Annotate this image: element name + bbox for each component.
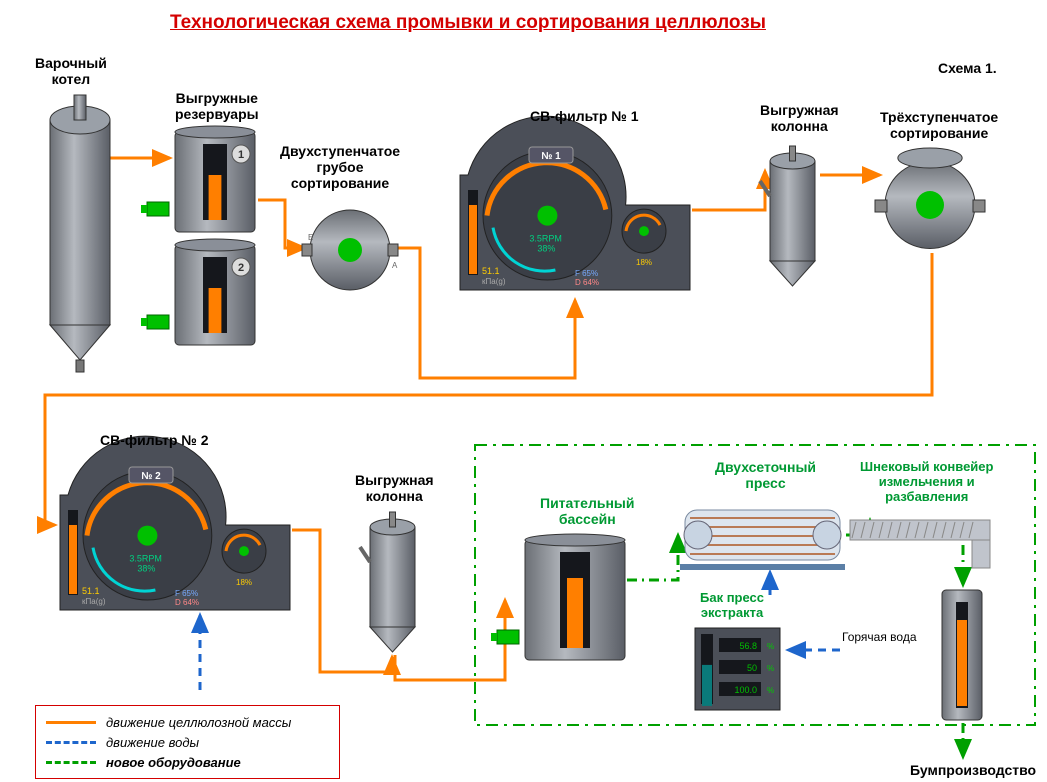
label-extract: Бак прессэкстракта <box>700 591 764 621</box>
svg-text:кПа(g): кПа(g) <box>482 277 506 286</box>
label-boiler: Варочныйкотел <box>35 55 107 87</box>
boiler <box>50 95 110 372</box>
label-hotwater: Горячая вода <box>842 631 917 645</box>
svg-text:38%: 38% <box>137 564 155 574</box>
discharge-tank-2: 2 <box>141 239 255 345</box>
label-cb1: CB-фильтр № 1 <box>530 108 639 124</box>
extract-tank: 56.8% 50% 100.0% <box>695 628 780 710</box>
cb-filter-1: № 1 3.5RPM38% 51.1кПа(g) F 65%D 64% 18% <box>460 116 690 290</box>
coarse-sorter: EA <box>302 210 398 290</box>
svg-text:1: 1 <box>238 149 244 161</box>
output-vessel <box>942 590 982 720</box>
label-output: Бумпроизводство <box>910 762 1036 778</box>
legend-box: движение целлюлозной массыдвижение водын… <box>35 705 340 779</box>
scheme-number: Схема 1. <box>938 60 997 76</box>
svg-text:%: % <box>767 642 774 651</box>
label-three: Трёхступенчатоесортирование <box>880 109 998 141</box>
label-coarse: Двухступенчатоегрубоесортирование <box>280 143 400 191</box>
svg-text:51.1: 51.1 <box>482 266 500 276</box>
svg-text:38%: 38% <box>537 244 555 254</box>
discharge-column-2 <box>360 512 415 652</box>
label-screw: Шнековый конвейеризмельчения иразбавлени… <box>860 460 993 505</box>
svg-text:кПа(g): кПа(g) <box>82 597 106 606</box>
svg-text:F 65%: F 65% <box>175 589 198 598</box>
screw-conveyor <box>850 520 990 568</box>
svg-text:18%: 18% <box>636 258 652 267</box>
label-col1: Выгружнаяколонна <box>760 102 839 134</box>
svg-text:№ 1: № 1 <box>541 151 561 162</box>
svg-text:%: % <box>767 664 774 673</box>
svg-text:D 64%: D 64% <box>175 598 199 607</box>
svg-text:2: 2 <box>238 262 244 274</box>
svg-text:F 65%: F 65% <box>575 269 598 278</box>
cb-filter-2: № 2 3.5RPM38% 51.1кПа(g) F 65%D 64% 18% <box>60 436 290 610</box>
svg-text:51.1: 51.1 <box>82 586 100 596</box>
equipment-group: 12EA№ 13.5RPM38%51.1кПа(g)F 65%D 64%18%№… <box>50 95 990 720</box>
flow-new <box>627 535 678 580</box>
legend-item-water: движение воды <box>46 732 329 752</box>
label-col2: Выгружнаяколонна <box>355 472 434 504</box>
discharge-tank-1: 1 <box>141 126 255 232</box>
svg-text:3.5RPM: 3.5RPM <box>129 554 162 564</box>
three-stage-sorter <box>875 148 985 248</box>
svg-text:3.5RPM: 3.5RPM <box>529 234 562 244</box>
label-feed: Питательныйбассейн <box>540 495 634 527</box>
flow-pulp <box>692 171 765 210</box>
legend-item-pulp: движение целлюлозной массы <box>46 712 329 732</box>
svg-text:56.8: 56.8 <box>739 641 757 651</box>
label-press: Двухсеточныйпресс <box>715 459 816 491</box>
svg-text:№ 2: № 2 <box>141 471 161 482</box>
label-tanks: Выгружныерезервуары <box>175 90 259 122</box>
svg-text:18%: 18% <box>236 578 252 587</box>
svg-text:%: % <box>767 686 774 695</box>
svg-text:E: E <box>308 233 313 242</box>
legend-item-new: новое оборудование <box>46 752 329 772</box>
discharge-column-1 <box>760 146 815 286</box>
svg-text:50: 50 <box>747 663 757 673</box>
twin-wire-press <box>680 510 845 570</box>
feed-tank <box>491 534 625 660</box>
flow-pulp <box>258 200 305 248</box>
svg-text:D 64%: D 64% <box>575 278 599 287</box>
diagram-title: Технологическая схема промывки и сортиро… <box>170 12 766 34</box>
svg-text:100.0: 100.0 <box>734 685 757 695</box>
svg-text:A: A <box>392 261 398 270</box>
label-cb2: CB-фильтр № 2 <box>100 432 209 448</box>
